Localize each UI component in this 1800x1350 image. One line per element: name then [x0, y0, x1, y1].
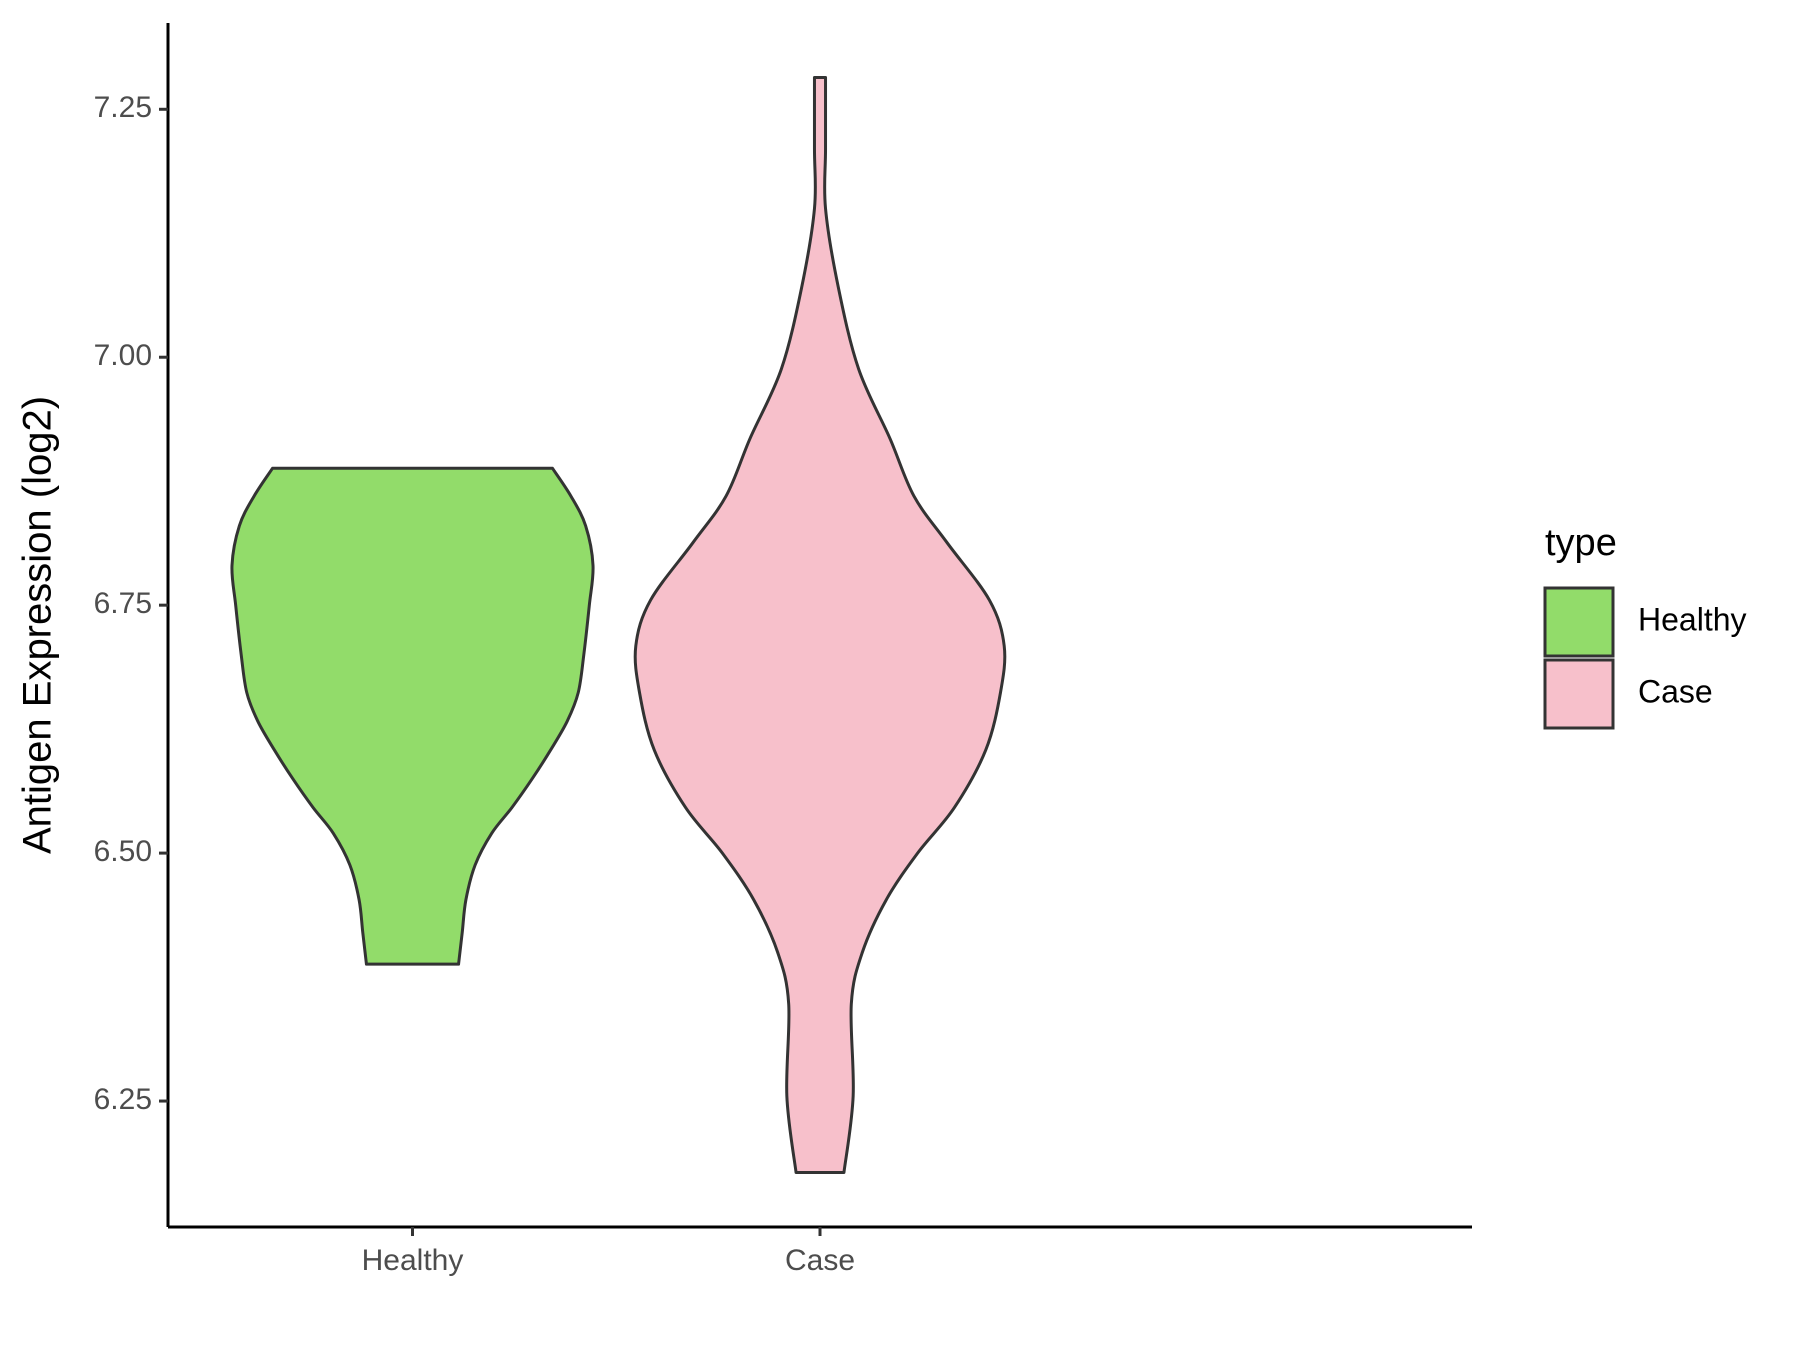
legend-label: Healthy [1638, 601, 1747, 637]
y-axis-label: Antigen Expression (log2) [16, 396, 60, 854]
legend-label: Case [1638, 673, 1713, 709]
legend-key [1543, 586, 1615, 658]
y-tick-label: 6.25 [94, 1083, 152, 1116]
y-tick-label: 6.50 [94, 835, 152, 868]
violin [633, 76, 1007, 1174]
x-tick-label: Healthy [362, 1244, 464, 1277]
y-tick-label: 7.00 [94, 339, 152, 372]
legend-key [1543, 658, 1615, 730]
y-tick-label: 7.25 [94, 91, 152, 124]
x-tick-label: Case [785, 1244, 855, 1277]
y-tick-label: 6.75 [94, 587, 152, 620]
violin [230, 466, 595, 966]
legend-title: type [1545, 522, 1617, 564]
